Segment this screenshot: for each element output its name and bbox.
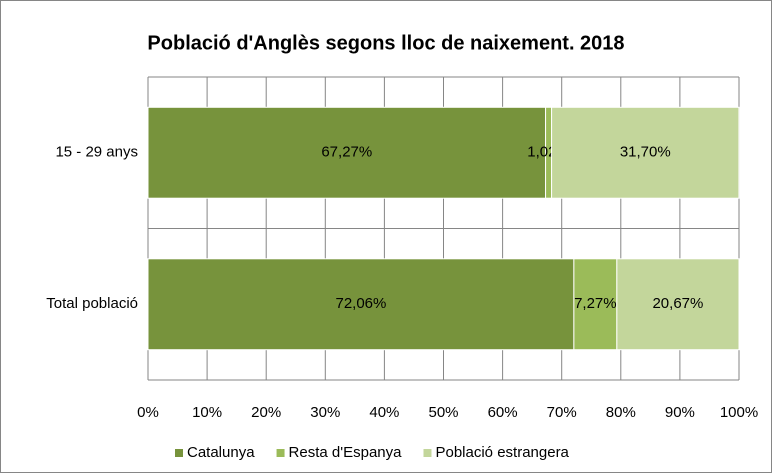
data-label: 7,27% xyxy=(574,295,617,312)
x-tick-label: 10% xyxy=(192,404,222,421)
legend-swatch xyxy=(276,449,285,457)
legend-label: Catalunya xyxy=(187,444,255,461)
x-tick-label: 30% xyxy=(310,404,340,421)
x-tick-label: 50% xyxy=(428,404,458,421)
x-tick-label: 90% xyxy=(665,404,695,421)
x-tick-label: 0% xyxy=(137,404,159,421)
y-tick-label: Total població xyxy=(46,295,138,312)
legend-swatch xyxy=(423,449,432,457)
y-tick-label: 15 - 29 anys xyxy=(55,144,138,161)
x-tick-label: 70% xyxy=(547,404,577,421)
data-label: 67,27% xyxy=(321,144,372,161)
bar-segment xyxy=(573,258,618,351)
data-label: 72,06% xyxy=(335,295,386,312)
x-tick-label: 100% xyxy=(720,404,758,421)
legend-swatch xyxy=(175,449,183,457)
legend-label: Resta d'Espanya xyxy=(289,444,403,461)
x-tick-label: 40% xyxy=(369,404,399,421)
x-tick-label: 80% xyxy=(606,404,636,421)
data-label: 20,67% xyxy=(652,295,703,312)
bar-segment xyxy=(616,258,740,351)
x-tick-label: 20% xyxy=(251,404,281,421)
data-label: 31,70% xyxy=(620,144,671,161)
chart-title: Població d'Anglès segons lloc de naixeme… xyxy=(147,32,624,54)
x-tick-label: 60% xyxy=(488,404,518,421)
bar-segment xyxy=(147,258,575,351)
legend-label: Població estrangera xyxy=(435,444,569,461)
bar-segment xyxy=(551,106,740,199)
